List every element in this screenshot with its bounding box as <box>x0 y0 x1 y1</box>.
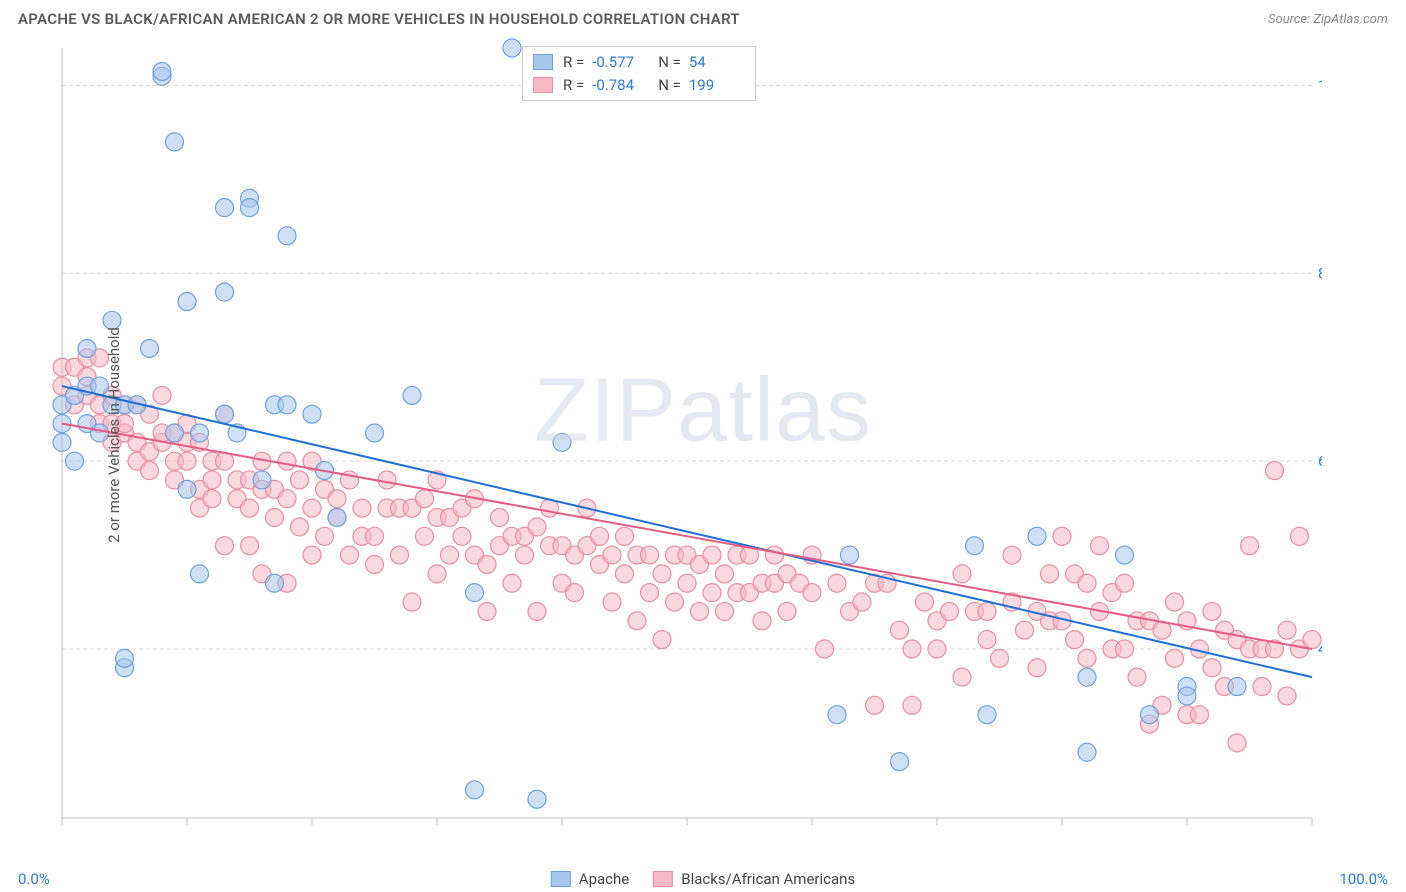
correlation-legend: R = -0.577 N = 54 R = -0.784 N = 199 <box>522 46 756 101</box>
n-value-black: 199 <box>689 74 745 97</box>
chart-header: APACHE VS BLACK/AFRICAN AMERICAN 2 OR MO… <box>0 0 1406 34</box>
swatch-black <box>533 77 553 93</box>
chart-title: APACHE VS BLACK/AFRICAN AMERICAN 2 OR MO… <box>18 10 740 28</box>
y-axis-label: 2 or more Vehicles in Household <box>105 327 123 543</box>
x-max-label: 100.0% <box>1339 870 1388 888</box>
source-label: Source: ZipAtlas.com <box>1268 12 1388 27</box>
r-label: R = <box>563 51 584 74</box>
scatter-plot: 40.0%60.0%80.0%100.0% <box>12 38 1322 828</box>
chart-container: 2 or more Vehicles in Household 40.0%60.… <box>12 38 1394 832</box>
series-legend: Apache Blacks/African Americans <box>551 870 855 888</box>
legend-row-black: R = -0.784 N = 199 <box>533 74 745 97</box>
r-value-black: -0.784 <box>592 74 648 97</box>
svg-text:100.0%: 100.0% <box>1318 77 1322 95</box>
legend-swatch-black <box>653 871 673 887</box>
legend-item-black: Blacks/African Americans <box>653 870 855 888</box>
swatch-apache <box>533 54 553 70</box>
n-label: N = <box>658 51 681 74</box>
r-label: R = <box>563 74 584 97</box>
legend-label-apache: Apache <box>579 870 629 888</box>
legend-row-apache: R = -0.577 N = 54 <box>533 51 745 74</box>
bottom-legend: 0.0% Apache Blacks/African Americans 100… <box>0 870 1406 888</box>
n-label: N = <box>658 74 681 97</box>
r-value-apache: -0.577 <box>592 51 648 74</box>
legend-swatch-apache <box>551 871 571 887</box>
legend-item-apache: Apache <box>551 870 629 888</box>
svg-text:60.0%: 60.0% <box>1318 452 1322 470</box>
n-value-apache: 54 <box>689 51 745 74</box>
x-min-label: 0.0% <box>18 870 50 888</box>
svg-text:80.0%: 80.0% <box>1318 264 1322 282</box>
legend-label-black: Blacks/African Americans <box>681 870 855 888</box>
